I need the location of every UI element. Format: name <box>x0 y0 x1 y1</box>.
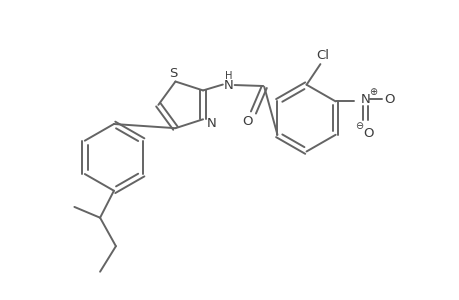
Text: S: S <box>169 67 177 80</box>
Text: ⊖: ⊖ <box>354 121 363 131</box>
Text: N: N <box>206 117 216 130</box>
Text: ⊕: ⊕ <box>368 87 376 97</box>
Text: N: N <box>360 93 369 106</box>
Text: H: H <box>224 70 232 81</box>
Text: O: O <box>384 93 394 106</box>
Text: Cl: Cl <box>316 49 329 62</box>
Text: O: O <box>242 115 252 128</box>
Text: N: N <box>224 79 233 92</box>
Text: O: O <box>362 127 373 140</box>
